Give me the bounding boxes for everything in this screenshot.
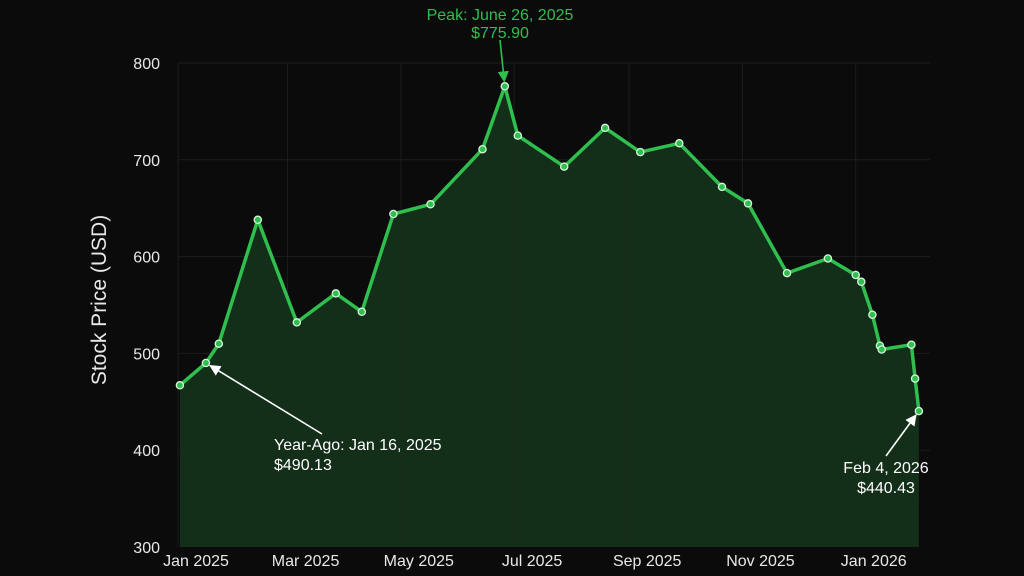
data-point <box>877 345 886 354</box>
annotation-text: $490.13 <box>274 457 332 474</box>
annotation-arrow <box>209 364 323 435</box>
price-line <box>178 84 921 413</box>
data-point <box>914 406 924 416</box>
y-tick-label: 600 <box>133 250 160 267</box>
data-point <box>426 200 435 209</box>
annotation-text: Year-Ago: Jan 16, 2025 <box>274 437 442 454</box>
data-point <box>253 215 263 225</box>
area-fill <box>179 86 919 548</box>
annotation-text: $440.43 <box>857 480 915 497</box>
annotation-latest: Feb 4, 2026 $440.43 <box>843 414 929 497</box>
data-point <box>636 147 645 157</box>
y-tick-label: 400 <box>133 443 160 460</box>
data-point <box>389 209 398 219</box>
data-point <box>331 289 341 298</box>
y-tick-label: 700 <box>133 153 160 170</box>
data-point <box>857 277 866 287</box>
x-tick-label: Mar 2025 <box>272 553 340 570</box>
annotation-year-ago: Year-Ago: Jan 16, 2025 $490.13 <box>209 364 442 474</box>
x-tick-label: Jan 2025 <box>163 553 229 570</box>
x-tick-label: Sep 2025 <box>613 553 682 570</box>
x-tick-label: May 2025 <box>384 553 454 570</box>
x-axis-ticks: Jan 2025 Mar 2025 May 2025 Jul 2025 Sep 2025… <box>163 553 907 570</box>
x-tick-label: Jul 2025 <box>502 553 563 570</box>
data-point <box>910 374 920 383</box>
annotation-peak: Peak: June 26, 2025$775.90 <box>427 7 574 83</box>
data-point <box>175 381 185 390</box>
data-point <box>717 182 727 192</box>
data-point <box>851 270 860 280</box>
data-point <box>201 358 211 368</box>
annotations: Peak: June 26, 2025$775.90 Year-Ago: Jan … <box>209 7 929 497</box>
annotation-arrow <box>885 414 917 457</box>
y-tick-label: 500 <box>133 346 160 363</box>
annotation-text: Feb 4, 2026 <box>843 460 929 477</box>
data-point <box>675 139 684 148</box>
data-point <box>823 254 833 263</box>
data-point <box>214 339 224 348</box>
data-point <box>559 162 569 171</box>
data-point <box>868 310 877 319</box>
data-point <box>500 82 510 91</box>
data-point <box>743 199 753 208</box>
x-tick-label: Nov 2025 <box>726 553 795 570</box>
data-markers <box>175 82 924 416</box>
y-axis-title: Stock Price (USD) <box>88 215 111 385</box>
price-line-layer <box>178 84 921 413</box>
y-tick-label: 300 <box>133 540 160 557</box>
data-point <box>292 318 302 327</box>
y-axis-ticks: 300 400 500 600 700 800 <box>133 56 160 557</box>
data-point <box>782 268 792 278</box>
data-point <box>513 131 523 140</box>
area-fill-layer <box>179 86 919 548</box>
x-tick-label: Jan 2026 <box>841 553 907 570</box>
annotation-text: Peak: June 26, 2025 <box>427 7 574 24</box>
data-point <box>600 123 610 133</box>
data-point <box>907 340 916 349</box>
data-point <box>478 144 487 154</box>
y-tick-label: 800 <box>133 56 160 73</box>
annotation-text: $775.90 <box>471 25 529 42</box>
annotation-arrow <box>497 39 509 83</box>
data-point <box>357 307 367 317</box>
